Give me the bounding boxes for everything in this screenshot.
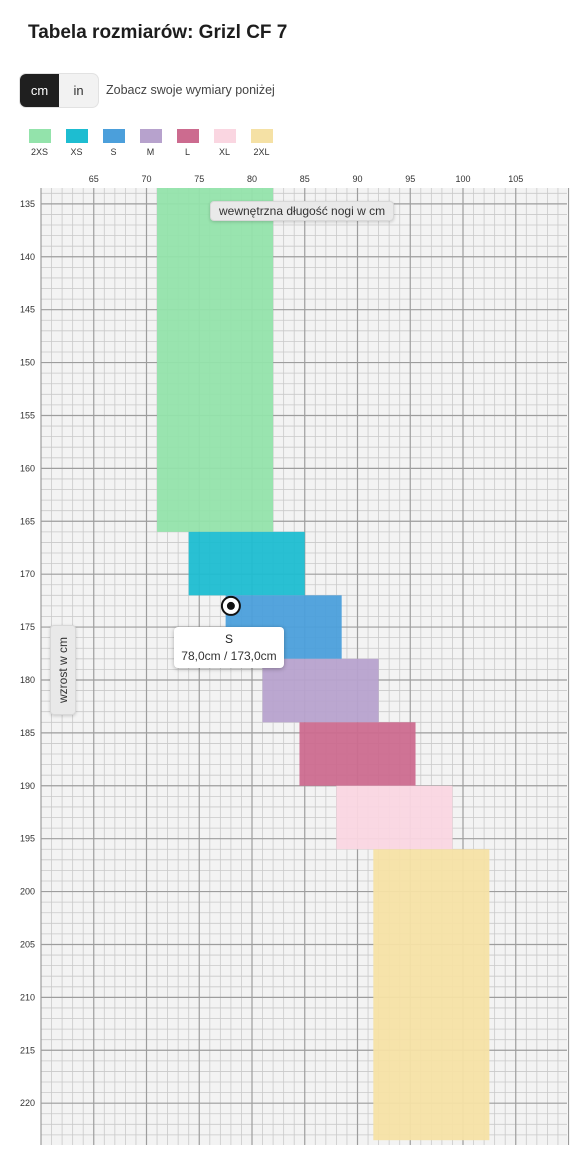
tooltip-values: 78,0cm / 173,0cm [181, 649, 277, 663]
legend-item-s: S [102, 129, 125, 157]
y-tick-label: 140 [20, 252, 35, 262]
size-tooltip: S 78,0cm / 173,0cm [174, 627, 284, 668]
y-tick-label: 145 [20, 305, 35, 315]
legend-swatch-2xs [28, 129, 51, 143]
legend-item-xs: XS [65, 129, 88, 157]
size-range-xl [336, 785, 453, 850]
y-tick-label: 180 [20, 675, 35, 685]
y-tick-label: 190 [20, 781, 35, 791]
legend-label-s: S [110, 147, 117, 157]
x-tick-label: 100 [455, 174, 470, 184]
y-tick-label: 195 [20, 834, 35, 844]
x-tick-label: 90 [352, 174, 362, 184]
tooltip-size: S [224, 632, 233, 646]
unit-cm-button[interactable]: cm [20, 74, 59, 107]
size-ranges [157, 188, 490, 1141]
y-tick-label: 155 [20, 410, 35, 420]
y-tick-label: 150 [20, 358, 35, 368]
legend-label-l: L [184, 147, 190, 157]
x-tick-label: 95 [405, 174, 415, 184]
unit-in-button[interactable]: in [59, 74, 98, 107]
y-tick-label: 200 [20, 887, 35, 897]
legend-swatch-m [139, 129, 162, 143]
y-axis-label: wzrost w cm [50, 625, 76, 715]
legend-label-xs: XS [70, 147, 83, 157]
legend-swatch-xl [213, 129, 236, 143]
x-tick-label: 80 [247, 174, 257, 184]
legend-swatch-xs [65, 129, 88, 143]
y-tick-label: 175 [20, 622, 35, 632]
y-tick-label: 170 [20, 569, 35, 579]
unit-hint: Zobacz swoje wymiary poniżej [106, 83, 275, 97]
legend-label-2xs: 2XS [30, 147, 48, 157]
x-tick-label: 70 [141, 174, 151, 184]
legend-label-xl: XL [218, 147, 230, 157]
position-marker[interactable] [220, 595, 241, 616]
legend-swatch-s [102, 129, 125, 143]
legend-item-m: M [139, 129, 162, 157]
legend-item-2xl: 2XL [250, 129, 273, 157]
x-tick-label: 85 [300, 174, 310, 184]
unit-toggle: cm in [19, 73, 99, 108]
y-axis-label-text: wzrost w cm [56, 637, 70, 703]
legend-swatch-2xl [250, 129, 273, 143]
x-axis-label: wewnętrzna długość nogi w cm [210, 201, 395, 221]
marker-dot [226, 601, 235, 610]
x-tick-label: 65 [89, 174, 99, 184]
size-range-m [262, 658, 379, 723]
page-title: Tabela rozmiarów: Grizl CF 7 [28, 22, 288, 43]
axis-ticks: 65 70 75 80 85 90 95 100 105 135 140 145 150 155 160 16… [20, 174, 523, 1108]
grid-minor [41, 188, 567, 1145]
y-tick-label: 220 [20, 1098, 35, 1108]
y-tick-label: 160 [20, 463, 35, 473]
y-tick-label: 205 [20, 939, 35, 949]
size-range-2xl [373, 849, 490, 1141]
legend-label-2xl: 2XL [253, 147, 270, 157]
legend-item-l: L [176, 129, 199, 157]
y-tick-label: 215 [20, 1045, 35, 1055]
legend-item-xl: XL [213, 129, 236, 157]
legend-item-2xs: 2XS [28, 129, 51, 157]
legend-label-m: M [146, 147, 155, 157]
y-tick-label: 135 [20, 199, 35, 209]
y-tick-label: 210 [20, 992, 35, 1002]
size-range-l [299, 722, 416, 786]
legend-swatch-l [176, 129, 199, 143]
size-legend: 2XS XS S M L XL 2XL [28, 129, 273, 157]
size-range-2xs [157, 188, 274, 532]
y-tick-label: 185 [20, 728, 35, 738]
x-tick-label: 105 [508, 174, 523, 184]
y-tick-label: 165 [20, 516, 35, 526]
size-chart[interactable]: 65 70 75 80 85 90 95 100 105 135 140 145 150 155 160 16… [0, 170, 585, 1145]
x-tick-label: 75 [194, 174, 204, 184]
size-range-xs [188, 531, 305, 596]
